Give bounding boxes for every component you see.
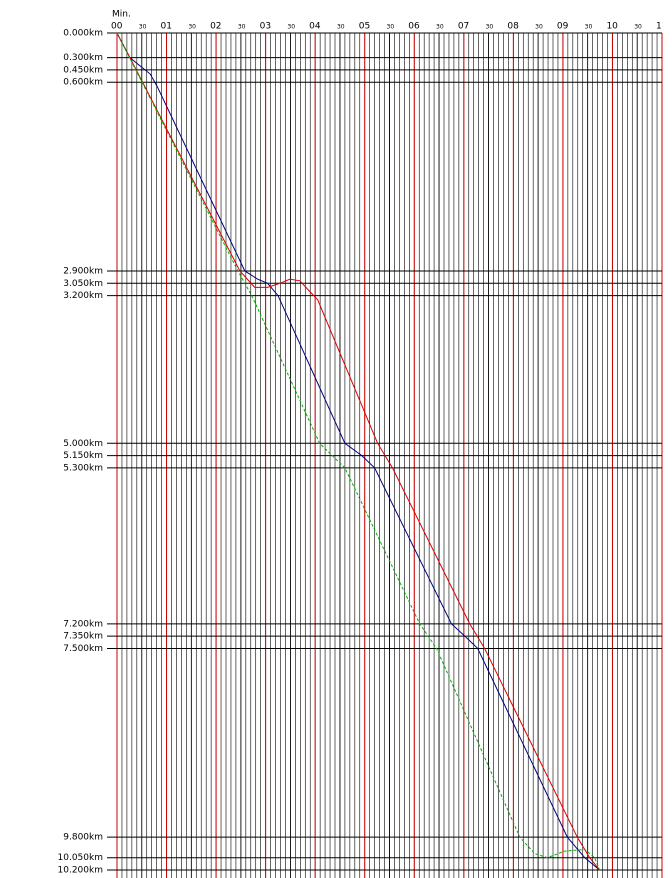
y-tick-label: 0.600km	[63, 78, 103, 88]
minute-label: 08	[507, 22, 519, 32]
half-minute-label: 30	[387, 24, 395, 31]
y-tick-label: 7.500km	[63, 644, 103, 654]
half-minute-label: 30	[585, 24, 593, 31]
minute-label: 07	[458, 22, 469, 32]
y-tick-label: 10.200km	[58, 866, 103, 876]
y-tick-label: 5.000km	[63, 439, 103, 449]
y-tick-label: 9.800km	[63, 833, 103, 843]
minute-label: 00	[111, 22, 123, 32]
y-tick-label: 2.900km	[63, 266, 103, 276]
y-tick-label: 3.050km	[63, 279, 103, 289]
x-axis-label: Min.	[112, 10, 131, 20]
minute-label: 02	[210, 22, 221, 32]
half-minute-label: 30	[139, 24, 147, 31]
y-tick-label: 5.300km	[63, 463, 103, 473]
train-line	[116, 32, 600, 871]
minute-label: 1	[656, 22, 662, 32]
minute-label: 04	[309, 22, 321, 32]
minute-label: 05	[359, 22, 370, 32]
minute-label: 01	[161, 22, 172, 32]
y-tick-label: 0.450km	[63, 65, 103, 75]
minute-label: 03	[260, 22, 271, 32]
y-tick-label: 3.200km	[63, 291, 103, 301]
half-minute-label: 30	[238, 24, 246, 31]
y-tick-label: 7.350km	[63, 632, 103, 642]
minute-label: 09	[557, 22, 569, 32]
half-minute-label: 30	[287, 24, 295, 31]
y-tick-label: 0.000km	[63, 29, 103, 39]
y-tick-label: 0.300km	[63, 53, 103, 63]
train-line	[116, 32, 601, 871]
minute-label: 06	[408, 22, 420, 32]
y-tick-label: 10.050km	[58, 853, 103, 863]
half-minute-label: 30	[188, 24, 196, 31]
minute-label: 10	[606, 22, 618, 32]
half-minute-label: 30	[337, 24, 345, 31]
train-line	[116, 32, 600, 871]
half-minute-label: 30	[486, 24, 494, 31]
y-tick-label: 7.200km	[63, 619, 103, 629]
y-tick-label: 5.150km	[63, 451, 103, 461]
half-minute-label: 30	[535, 24, 543, 31]
half-minute-label: 30	[634, 24, 642, 31]
half-minute-label: 30	[436, 24, 444, 31]
